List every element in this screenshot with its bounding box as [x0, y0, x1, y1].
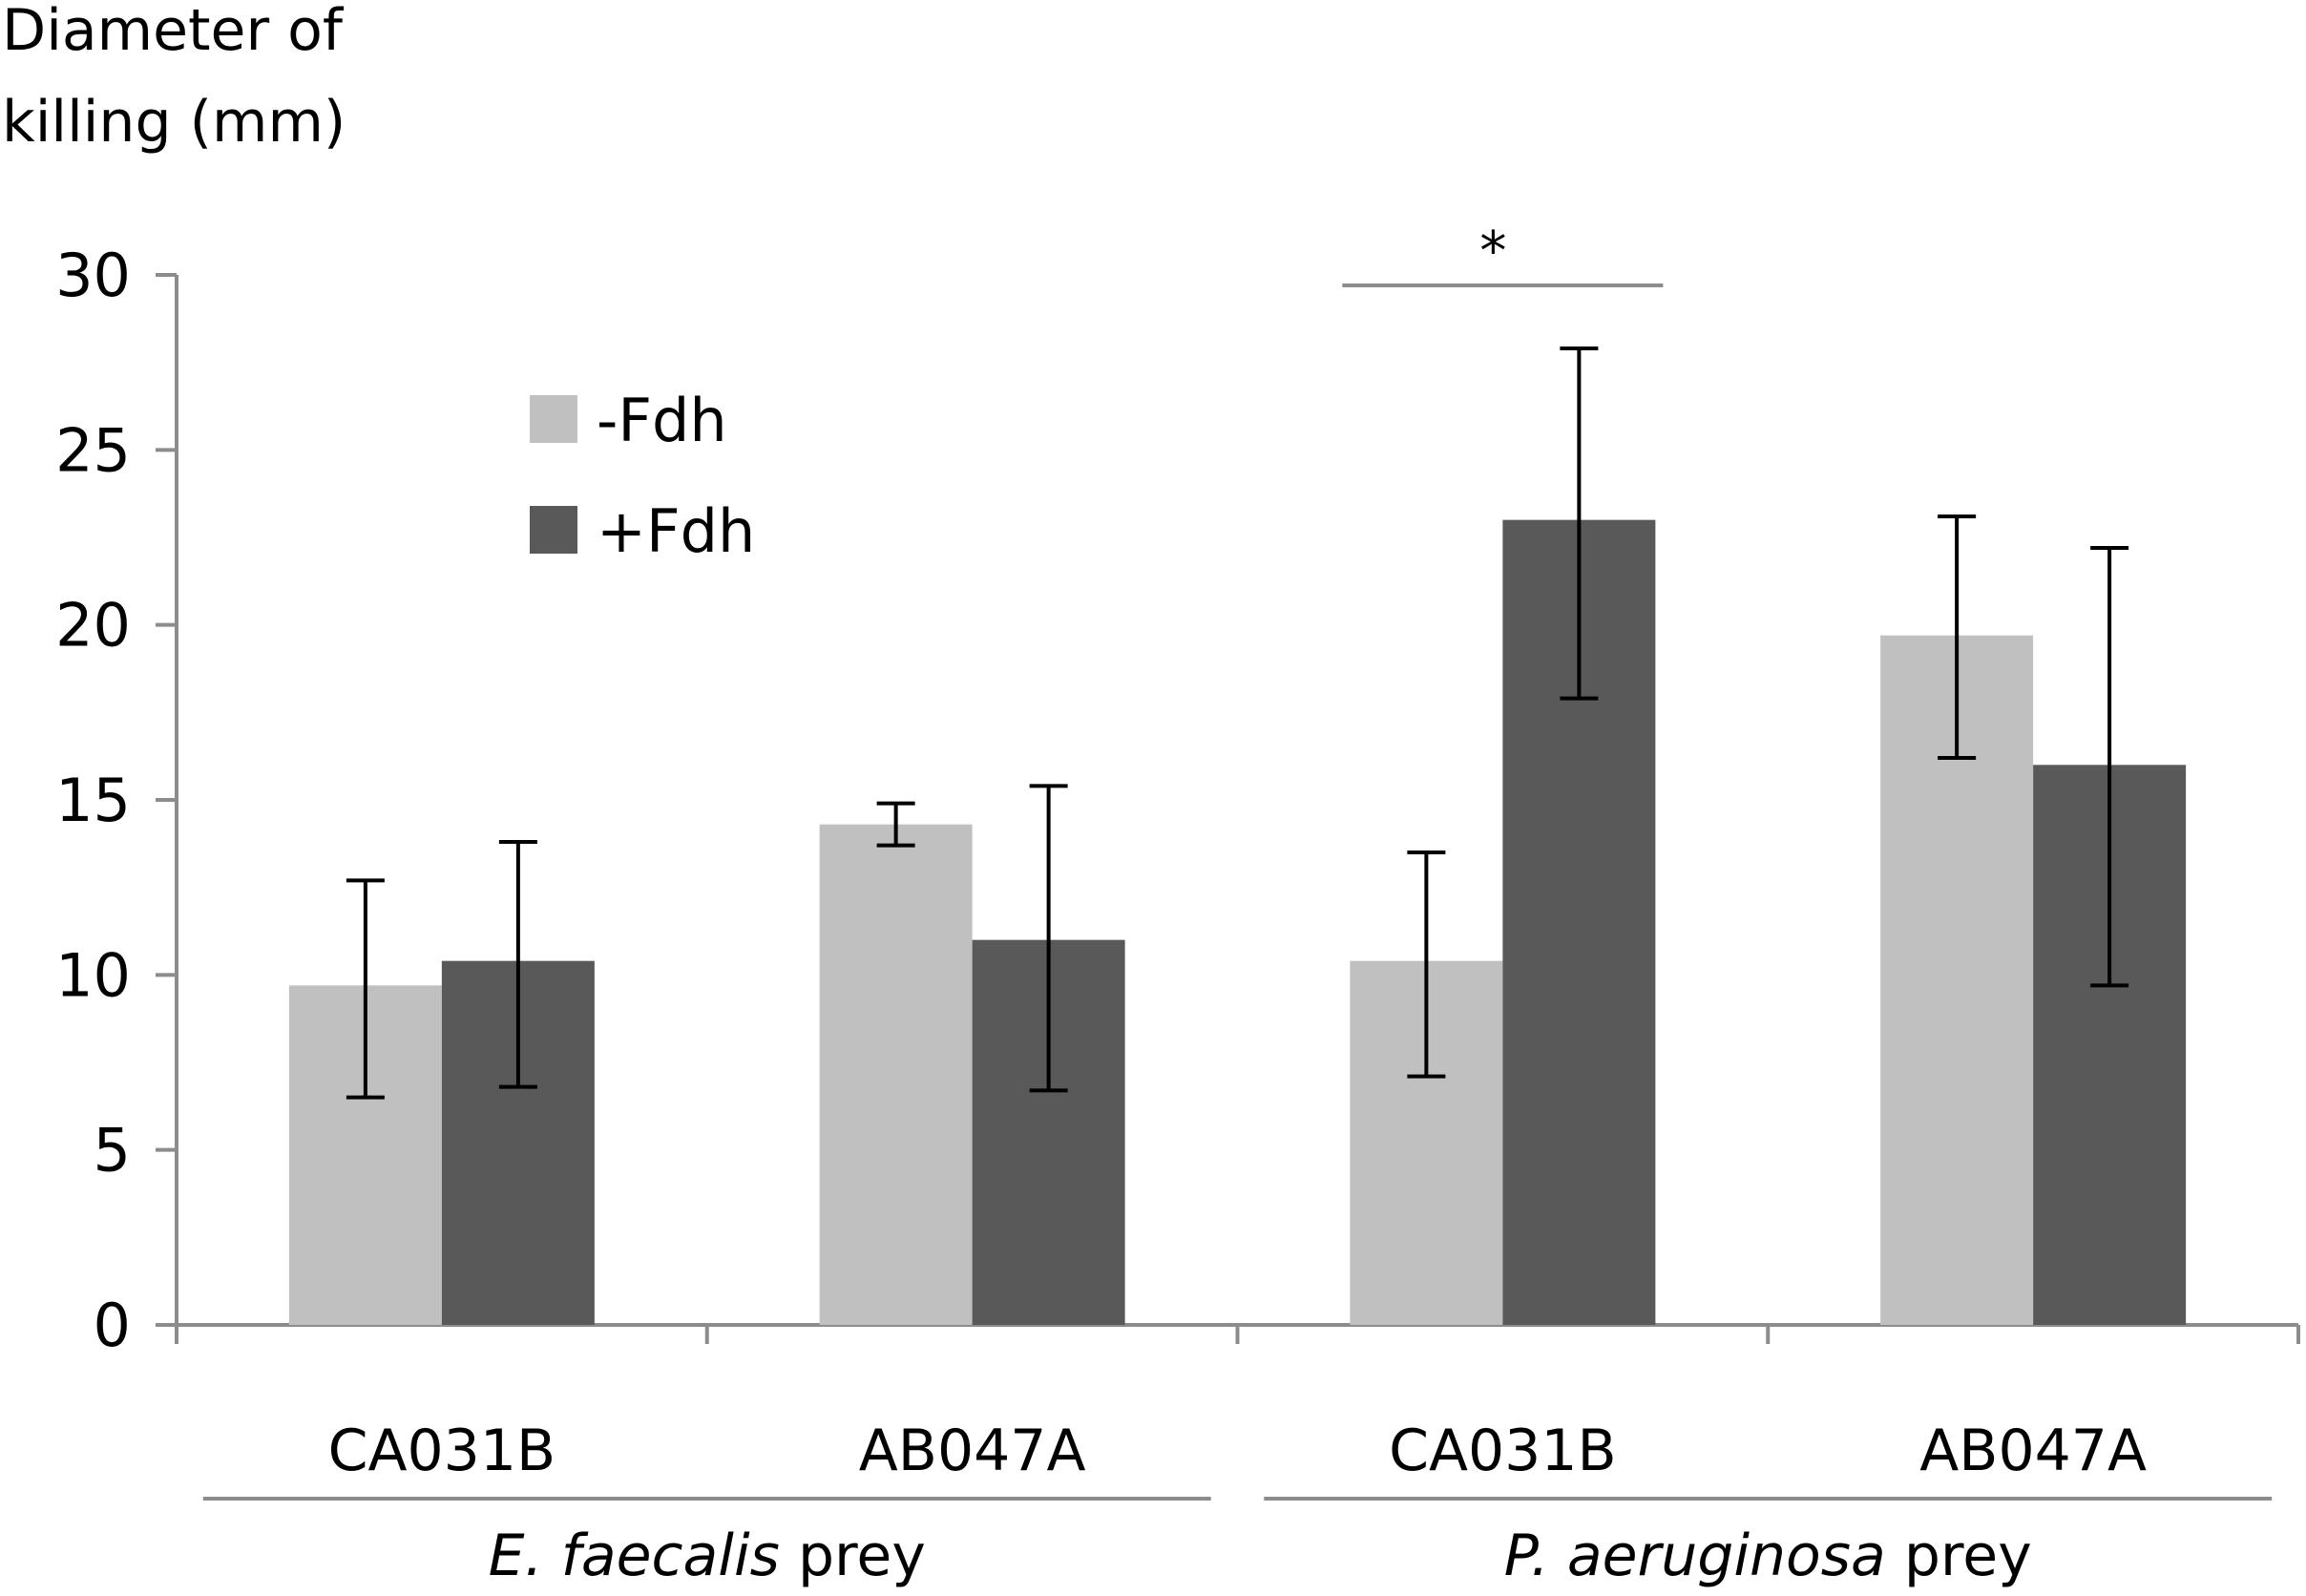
error-bar-0-0	[346, 878, 385, 1100]
error-bar-0-3	[1938, 514, 1977, 760]
error-bar-1-3	[2090, 546, 2129, 988]
group-label-0: E. faecalis prey	[489, 1522, 926, 1589]
axes: 0 5 10 15 20 25 30	[55, 241, 2300, 1360]
error-bar-1-2	[1560, 346, 1599, 701]
category-label-1: AB047A	[859, 1418, 1086, 1484]
y-axis-title-line-2: killing (mm)	[2, 89, 346, 156]
group-label-1: P. aeruginosa prey	[1504, 1522, 2032, 1589]
y-tick-label-4: 20	[55, 591, 131, 661]
legend-label-0: -Fdh	[597, 386, 727, 455]
category-label-2: CA031B	[1389, 1418, 1617, 1484]
error-bar-1-1	[1029, 784, 1068, 1093]
legend-swatch-1	[530, 506, 577, 554]
annotations: *	[1342, 220, 1664, 287]
category-label-3: AB047A	[1919, 1418, 2147, 1484]
y-tick-label-6: 30	[55, 241, 131, 310]
y-tick-label-5: 25	[55, 415, 131, 485]
legend-label-1: +Fdh	[597, 496, 755, 566]
y-tick-label-0: 0	[94, 1291, 131, 1360]
category-label-0: CA031B	[328, 1418, 556, 1484]
y-axis-title: Diameter of killing (mm)	[2, 0, 346, 156]
legend-swatch-0	[530, 395, 577, 443]
y-tick-label-2: 10	[55, 940, 131, 1010]
error-bar-1-0	[498, 840, 537, 1089]
y-axis-title-line-1: Diameter of	[2, 0, 345, 64]
category-labels: CA031B AB047A CA031B AB047A E. faecalis prey…	[202, 1418, 2273, 1589]
bars	[288, 519, 2187, 1325]
error-bars	[346, 346, 2129, 1100]
bar-minus-fdh-1	[819, 824, 973, 1325]
error-bar-0-1	[876, 801, 915, 848]
legend: -Fdh +Fdh	[530, 386, 755, 566]
error-bar-0-2	[1407, 850, 1446, 1079]
y-tick-label-1: 5	[94, 1116, 131, 1186]
significance-marker-0: *	[1479, 220, 1506, 283]
y-tick-label-3: 15	[55, 766, 131, 835]
